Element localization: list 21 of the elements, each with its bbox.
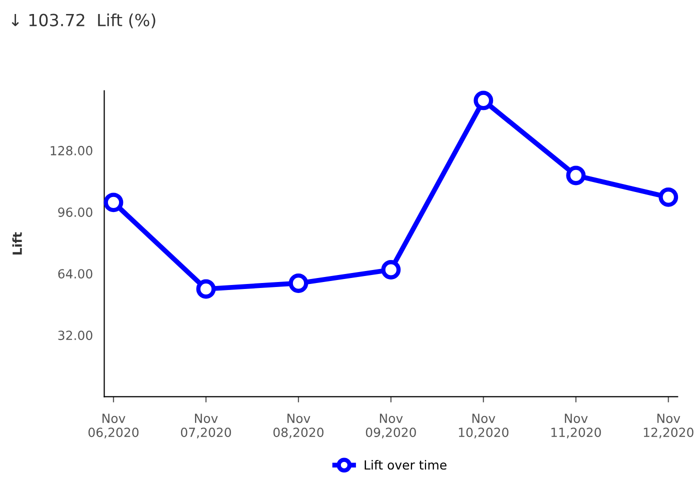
x-tick-label: Nov 09,2020 (366, 414, 416, 438)
x-tick-label: Nov 07,2020 (180, 414, 231, 438)
y-tick-label: 64.00 (58, 269, 92, 279)
y-axis-title: Lift (12, 232, 22, 254)
point (104, 192, 124, 212)
y-tick-label: 96.00 (58, 208, 92, 217)
x-tick-label: Nov 08,2020 (273, 414, 324, 438)
point (474, 90, 494, 110)
point (566, 166, 586, 186)
x-tick-label: Nov 12,2020 (644, 414, 694, 438)
y-tick-label: 128.00 (50, 146, 92, 156)
point (288, 274, 308, 293)
point (196, 279, 216, 299)
chart-title: ↓ 103.72 Lift (%) (12, 13, 156, 28)
legend-label: Lift over time (364, 460, 446, 470)
point (381, 260, 401, 280)
x-tick-label: Nov 11,2020 (551, 414, 601, 438)
y-tick-label: 32.00 (58, 330, 92, 340)
x-tick-label: Nov 10,2020 (458, 414, 508, 438)
x-tick-label: Nov 06,2020 (88, 414, 139, 438)
point (658, 187, 678, 207)
